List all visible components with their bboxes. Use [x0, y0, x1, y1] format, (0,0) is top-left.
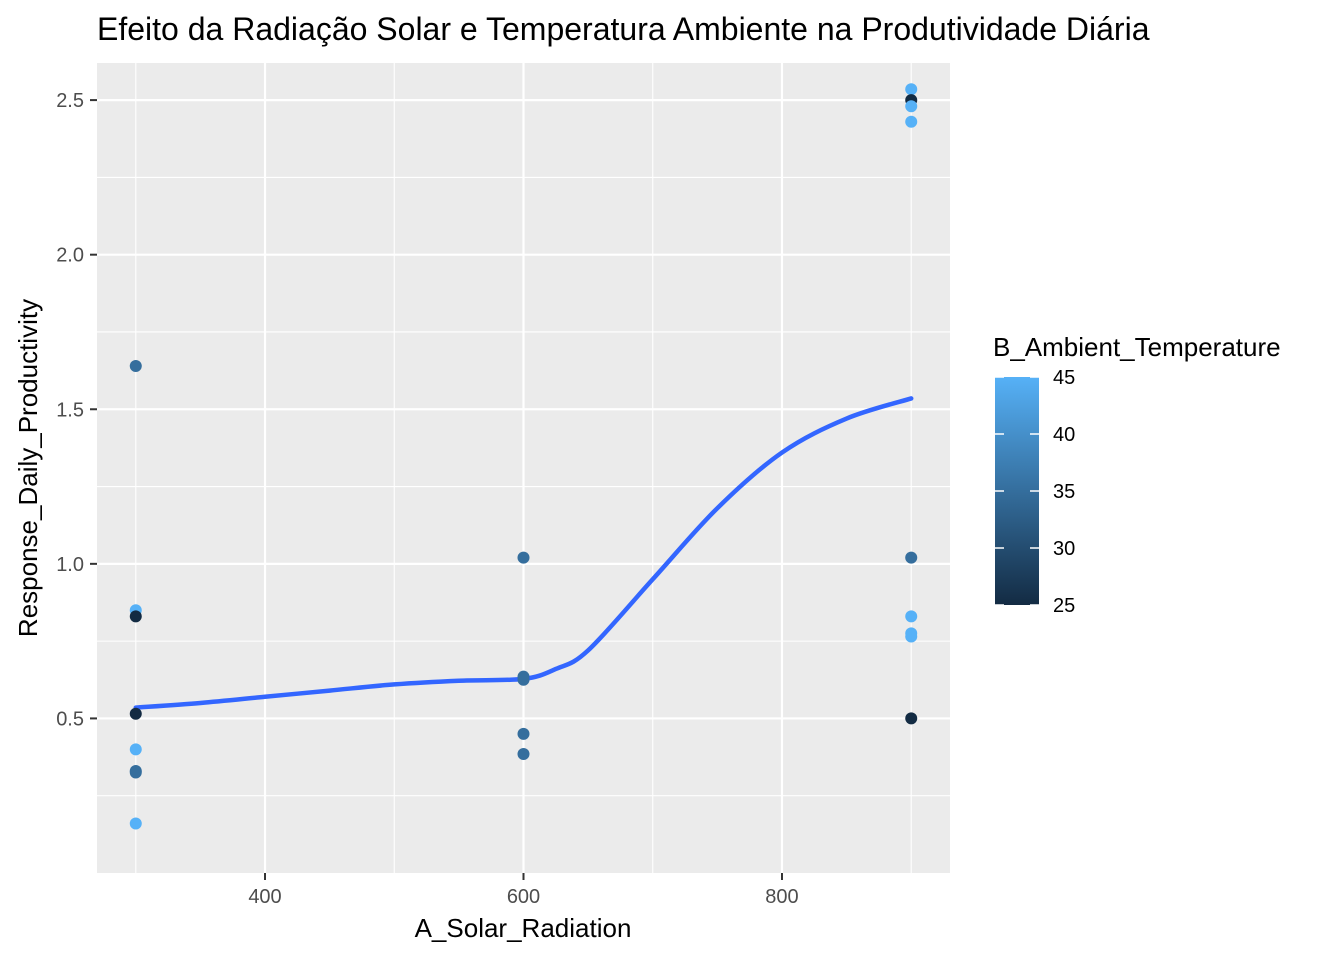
y-tick-label: 2.0: [56, 245, 84, 267]
legend-tick-label: 25: [1053, 595, 1075, 617]
color-legend: B_Ambient_Temperature 25 30 35 40 45: [993, 332, 1281, 617]
data-point: [905, 630, 918, 643]
x-axis-ticks: 400 600 800: [248, 873, 799, 908]
data-point: [905, 712, 918, 725]
data-point: [129, 610, 142, 623]
y-tick-label: 1.5: [56, 399, 84, 421]
data-point: [905, 100, 918, 113]
legend-title: B_Ambient_Temperature: [993, 332, 1281, 362]
data-point: [129, 707, 142, 720]
data-point: [905, 551, 918, 564]
data-point: [129, 743, 142, 756]
data-point: [517, 747, 530, 760]
legend-tick-label: 45: [1053, 367, 1075, 389]
data-point: [905, 610, 918, 623]
y-axis-ticks: 0.5 1.0 1.5 2.0 2.5: [56, 90, 97, 730]
smooth-trend-line: [133, 396, 914, 710]
x-axis-title: A_Solar_Radiation: [415, 913, 632, 943]
y-tick-label: 1.0: [56, 554, 84, 576]
x-tick-label: 800: [765, 886, 798, 908]
y-tick-label: 2.5: [56, 90, 84, 112]
data-point: [129, 766, 142, 779]
legend-tick-label: 35: [1053, 481, 1075, 503]
smooth-curve-layer: [133, 396, 914, 710]
data-point: [517, 551, 530, 564]
data-point: [905, 115, 918, 128]
data-point: [517, 673, 530, 686]
x-tick-label: 600: [507, 886, 540, 908]
data-point: [517, 727, 530, 740]
data-point: [905, 83, 918, 96]
chart-title: Efeito da Radiação Solar e Temperatura A…: [97, 11, 1150, 47]
data-point: [129, 817, 142, 830]
data-points: [129, 83, 918, 830]
legend-tick-label: 30: [1053, 538, 1075, 560]
y-tick-label: 0.5: [56, 708, 84, 730]
data-point: [129, 359, 142, 372]
legend-ticks: 25 30 35 40 45: [995, 367, 1075, 617]
legend-tick-label: 40: [1053, 424, 1075, 446]
y-axis-title: Response_Daily_Productivity: [13, 299, 43, 637]
x-tick-label: 400: [248, 886, 281, 908]
